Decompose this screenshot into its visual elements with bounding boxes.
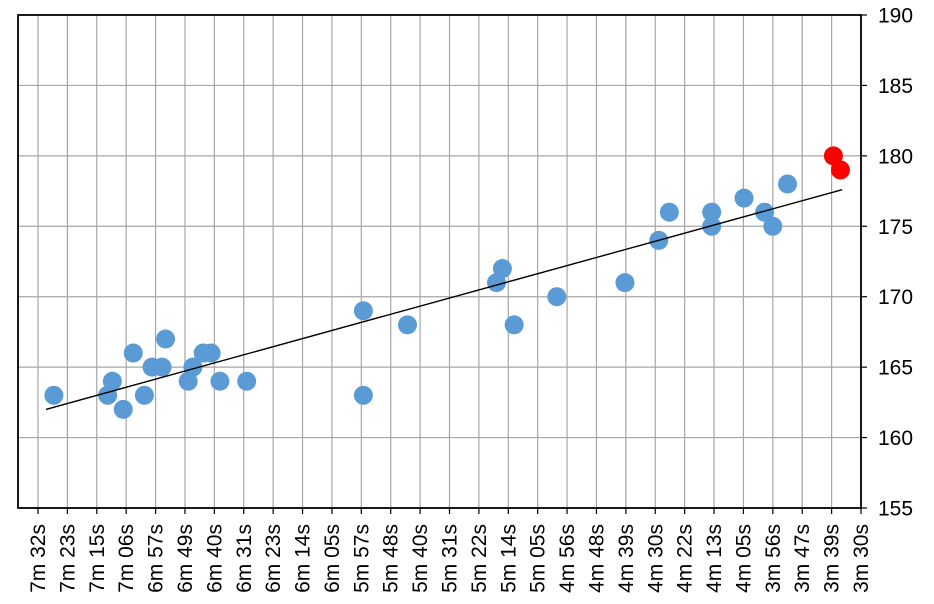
data-point-red — [830, 160, 850, 180]
x-axis-label: 7m 06s — [115, 524, 138, 593]
plot-border — [17, 14, 862, 509]
y-axis-label: 175 — [878, 216, 913, 239]
data-point-blue — [102, 371, 122, 391]
x-axis-label: 5m 14s — [497, 524, 520, 593]
y-axis-label: 155 — [878, 498, 913, 521]
data-point-blue — [353, 385, 373, 405]
x-axis-label: 3m 56s — [762, 524, 785, 593]
data-point-blue — [755, 202, 775, 222]
data-point-blue — [504, 315, 524, 335]
x-axis-label: 5m 22s — [468, 524, 491, 593]
y-axis-label: 165 — [878, 357, 913, 380]
x-axis-label: 4m 56s — [556, 524, 579, 593]
data-point-blue — [210, 371, 230, 391]
x-axis-label: 6m 57s — [145, 524, 168, 593]
x-axis-label: 3m 39s — [821, 524, 844, 593]
data-point-blue — [134, 385, 154, 405]
x-axis-label: 7m 32s — [27, 524, 50, 593]
y-axis-labels: 155 160 165 170 175 180 185 190 — [878, 5, 913, 521]
x-axis-label: 7m 15s — [86, 524, 109, 593]
data-point-blue — [44, 385, 64, 405]
data-point-blue — [492, 259, 512, 279]
x-axis-label: 5m 31s — [439, 524, 462, 593]
data-point-blue — [547, 287, 567, 307]
y-axis-label: 190 — [878, 5, 913, 28]
x-axis-label: 6m 14s — [292, 524, 315, 593]
x-axis-label: 5m 48s — [380, 524, 403, 593]
x-axis-label: 3m 30s — [850, 524, 873, 593]
gridlines — [18, 15, 862, 508]
data-point-blue — [156, 329, 176, 349]
data-point-blue — [615, 273, 635, 293]
y-axis-label: 185 — [878, 75, 913, 98]
x-axis-label: 4m 13s — [703, 524, 726, 593]
data-point-blue — [734, 188, 754, 208]
data-point-blue — [113, 399, 133, 419]
data-point-blue — [778, 174, 798, 194]
data-point-blue — [237, 371, 257, 391]
data-point-blue — [702, 202, 722, 222]
data-point-blue — [123, 343, 143, 363]
y-axis-label: 170 — [878, 286, 913, 309]
data-point-red — [823, 146, 843, 166]
x-axis-label: 4m 05s — [732, 524, 755, 593]
x-axis-label: 6m 40s — [203, 524, 226, 593]
x-axis-label: 6m 05s — [321, 524, 344, 593]
x-axis-label: 6m 49s — [174, 524, 197, 593]
x-axis-label: 6m 31s — [233, 524, 256, 593]
x-axis-label: 4m 30s — [644, 524, 667, 593]
trendline-segment — [45, 188, 843, 411]
plot-border-rect — [17, 14, 862, 509]
x-axis-label: 4m 22s — [674, 524, 697, 593]
data-point-blue — [152, 357, 172, 377]
y-axis-label: 160 — [878, 427, 913, 450]
data-point-blue — [353, 301, 373, 321]
x-axis-label: 4m 39s — [615, 524, 638, 593]
series-highlight — [823, 146, 850, 180]
tick-marks — [37, 14, 867, 514]
x-axis-label: 6m 23s — [262, 524, 285, 593]
x-axis-label: 5m 57s — [350, 524, 373, 593]
data-point-blue — [183, 357, 203, 377]
x-axis-labels: 7m 32s 7m 23s 7m 15s 7m 06s 6m 57s 6m 49s 6m 4… — [27, 524, 873, 593]
x-axis-label: 5m 40s — [409, 524, 432, 593]
trendline — [45, 188, 843, 411]
data-point-blue — [397, 315, 417, 335]
data-point-blue — [201, 343, 221, 363]
data-point-blue — [763, 216, 783, 236]
data-point-blue — [659, 202, 679, 222]
x-axis-label: 7m 23s — [56, 524, 79, 593]
x-axis-label: 5m 05s — [527, 524, 550, 593]
x-axis-label: 4m 48s — [585, 524, 608, 593]
y-axis-label: 180 — [878, 145, 913, 168]
x-axis-label: 3m 47s — [791, 524, 814, 593]
